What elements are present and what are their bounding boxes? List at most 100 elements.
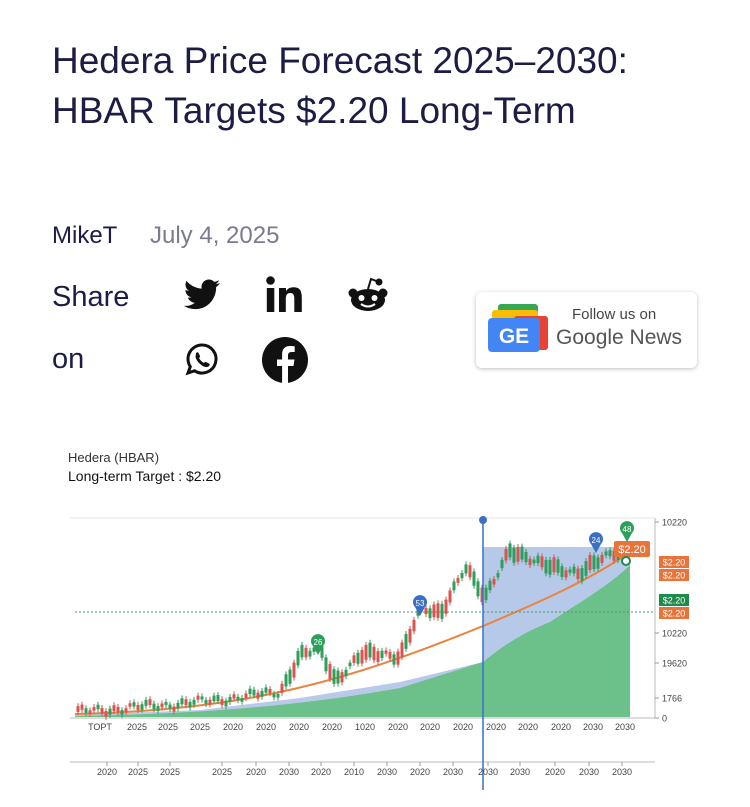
candle-body [512, 547, 516, 563]
candle-body [572, 566, 576, 574]
candle-body [592, 555, 596, 570]
candle-body [336, 670, 340, 684]
x-label: TOPT [88, 722, 112, 732]
candle-body [272, 693, 276, 698]
candle-body [228, 696, 232, 702]
x-label: 2025 [128, 767, 148, 777]
logo-badge: GE [499, 325, 529, 348]
google-news-text: Google News [556, 326, 683, 349]
candle-body [396, 651, 400, 665]
candle-body [380, 650, 384, 658]
candle-body [300, 644, 304, 658]
candle-body [104, 711, 108, 717]
candle-body [92, 707, 96, 711]
candle-body [212, 695, 216, 702]
candle-body [600, 554, 604, 563]
candle-body [552, 557, 556, 573]
candle-body [356, 652, 360, 664]
logo-card [488, 318, 540, 352]
candle-body [536, 555, 540, 564]
candle-body [164, 701, 168, 706]
candle-body [280, 683, 284, 693]
candle-body [160, 703, 164, 708]
candle-body [152, 703, 156, 710]
candle-body [460, 572, 464, 579]
candle-body [532, 559, 536, 564]
right-label: 19620 [662, 659, 687, 669]
candle-body [80, 704, 84, 710]
candle-body [580, 568, 584, 582]
candle-body [404, 633, 408, 649]
marker-pin [589, 532, 603, 553]
candle-body [208, 699, 212, 705]
candle-body [248, 688, 252, 695]
candle-body [232, 694, 236, 699]
x-label: 2030 [478, 767, 498, 777]
x-label: 2030 [615, 722, 635, 732]
author[interactable]: MikeT [52, 222, 118, 249]
candle-body [156, 706, 160, 711]
candle-body [500, 559, 504, 569]
candle-body [324, 657, 328, 672]
candle-body [312, 647, 316, 652]
article-title: Hedera Price Forecast 2025–2030: HBAR Ta… [52, 40, 628, 131]
x-label: 2030 [279, 767, 299, 777]
right-label-box [659, 556, 689, 568]
candle-body [480, 587, 484, 603]
candle-body [148, 699, 152, 706]
right-label: $2.20 [663, 571, 686, 581]
candle-body [440, 603, 444, 619]
x-label: 2030 [443, 767, 463, 777]
candle-body [192, 699, 196, 705]
share-icons [183, 276, 388, 383]
x-label: 2025 [127, 722, 147, 732]
candle-body [180, 698, 184, 705]
candle-body [468, 565, 472, 578]
candle-body [516, 546, 520, 562]
x-label: 2025 [158, 722, 178, 732]
candle-body [496, 573, 500, 578]
candle-body [200, 696, 204, 700]
target-dot [621, 556, 631, 566]
candle-body [504, 548, 508, 561]
candle-body [368, 642, 372, 658]
candle-body [412, 619, 416, 632]
x-label: 2020 [289, 722, 309, 732]
x-label: 2020 [486, 722, 506, 732]
candle-body [184, 699, 188, 706]
x-label: 2030 [612, 767, 632, 777]
growth-area [75, 565, 630, 717]
candle-body [292, 662, 296, 678]
x-label: 2020 [518, 722, 538, 732]
right-label: $2.20 [663, 596, 686, 606]
candle-body [144, 699, 148, 706]
candle-body [484, 587, 488, 601]
x-label: 2025 [212, 767, 232, 777]
facebook-icon[interactable] [262, 337, 308, 383]
x-label: 2030 [377, 767, 397, 777]
chart-image: Hedera (HBAR) Long-term Target : $2.20 $… [68, 450, 689, 790]
whatsapp-icon[interactable] [185, 343, 218, 376]
reddit-icon[interactable] [348, 277, 388, 312]
candle-body [564, 570, 568, 578]
candle-body [136, 704, 140, 711]
twitter-icon[interactable] [183, 279, 220, 310]
linkedin-icon[interactable] [266, 276, 302, 312]
candle-body [284, 674, 288, 687]
marker-label: 24 [592, 536, 601, 545]
candle-body [100, 707, 104, 714]
x-label: 2020 [97, 767, 117, 777]
chart-subtitle: Long-term Target : $2.20 [68, 468, 221, 484]
google-news-button[interactable]: GE Follow us on Google News [476, 292, 697, 368]
candle-body [276, 694, 280, 698]
x-label: 2020 [551, 722, 571, 732]
x-label: 2020 [311, 767, 331, 777]
x-label: 2030 [583, 722, 603, 732]
candle-body [220, 699, 224, 706]
candle-body [476, 581, 480, 597]
candle-body [132, 702, 136, 707]
x-label: 2020 [246, 767, 266, 777]
date: July 4, 2025 [150, 222, 280, 249]
candle-body [252, 689, 256, 696]
